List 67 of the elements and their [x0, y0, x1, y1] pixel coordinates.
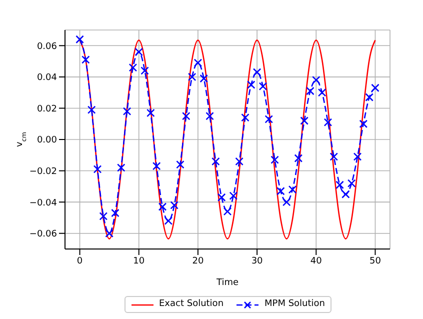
point: [246, 80, 256, 89]
point: [288, 185, 297, 194]
point: [76, 35, 84, 44]
point: [111, 208, 120, 218]
point: [342, 190, 350, 198]
point: [223, 207, 232, 216]
point: [324, 118, 332, 126]
point: [276, 186, 285, 196]
point: [229, 192, 238, 200]
legend-label: MPM Solution: [264, 298, 326, 311]
point: [170, 201, 178, 210]
point: [353, 152, 362, 161]
point: [312, 76, 320, 84]
point: [264, 115, 274, 124]
point: [122, 107, 132, 116]
x-tick-label: 50: [370, 256, 382, 266]
point: [347, 179, 356, 188]
point: [194, 58, 202, 67]
point: [176, 160, 184, 169]
point: [146, 108, 155, 118]
point: [365, 93, 374, 102]
point: [258, 82, 268, 90]
point: [182, 112, 190, 120]
point: [318, 88, 326, 97]
point: [164, 216, 173, 225]
point: [306, 86, 314, 96]
point: [371, 84, 380, 92]
point: [206, 112, 214, 120]
point: [105, 229, 114, 238]
point: [282, 198, 291, 206]
x-tick-label: 30: [251, 256, 264, 266]
x-axis-title: Time: [215, 278, 239, 288]
y-tick-label: 0.00: [36, 136, 58, 146]
point: [330, 152, 338, 161]
point: [359, 120, 368, 128]
point: [158, 202, 167, 211]
point: [188, 72, 196, 82]
x-tick-label: 20: [192, 256, 204, 266]
y-tick-label: 0.06: [36, 42, 58, 52]
point: [128, 63, 138, 72]
point: [336, 180, 344, 190]
legend-label: Exact Solution: [158, 298, 224, 311]
point: [116, 164, 126, 172]
point: [235, 157, 244, 166]
point: [152, 162, 161, 170]
y-tick-label: −0.02: [29, 166, 57, 177]
point: [212, 157, 220, 166]
y-tick-label: −0.06: [29, 230, 58, 240]
y-tick-label: 0.04: [36, 73, 58, 84]
point: [217, 193, 226, 202]
point: [270, 156, 279, 164]
y-tick-label: −0.04: [29, 198, 58, 208]
point: [252, 68, 262, 76]
point: [140, 66, 149, 75]
point: [241, 113, 250, 122]
x-tick-label: 40: [310, 256, 322, 266]
point: [134, 48, 144, 56]
x-tick-label: 10: [133, 256, 145, 266]
point: [93, 165, 102, 174]
point: [294, 154, 303, 162]
point: [200, 74, 208, 83]
point: [99, 212, 108, 220]
point: [82, 56, 90, 64]
y-tick-label: 0.02: [36, 104, 57, 114]
x-tick-label: 0: [76, 256, 83, 266]
point: [87, 106, 96, 114]
point: [300, 116, 308, 125]
